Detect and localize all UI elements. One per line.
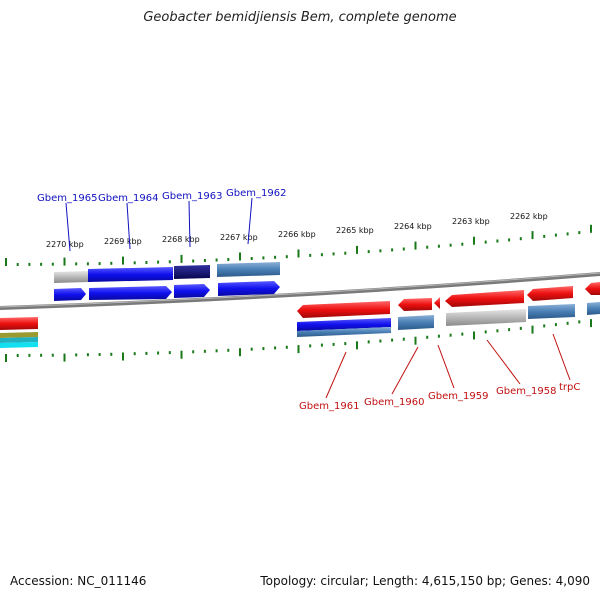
gene-feature[interactable] xyxy=(297,318,391,331)
ruler-label: 2263 kbp xyxy=(452,217,490,226)
gene-arrow[interactable] xyxy=(174,284,210,298)
ruler-label: 2262 kbp xyxy=(510,212,548,221)
gene-feature[interactable] xyxy=(0,342,38,348)
top-leader-lines xyxy=(65,197,253,252)
genome-summary: Topology: circular; Length: 4,615,150 bp… xyxy=(260,574,590,588)
gene-label[interactable]: Gbem_1959 xyxy=(428,391,488,402)
ruler-labels: 2270 kbp 2269 kbp 2268 kbp 2267 kbp 2266… xyxy=(46,212,548,249)
outer-tick-ruler xyxy=(5,224,592,266)
gene-arrow[interactable] xyxy=(54,288,86,301)
gene-arrow[interactable] xyxy=(445,290,524,307)
gene-feature[interactable] xyxy=(398,315,434,330)
gene-arrow[interactable] xyxy=(218,281,280,296)
map-title: Geobacter bemidjiensis Bem, complete gen… xyxy=(143,10,457,25)
top-gene-labels: Gbem_1965 Gbem_1964 Gbem_1963 Gbem_1962 xyxy=(37,188,286,204)
reverse-outer-row xyxy=(0,282,600,330)
gene-arrow[interactable] xyxy=(527,286,573,301)
genome-backbone xyxy=(0,272,600,310)
bottom-leader-lines xyxy=(325,333,571,399)
ruler-label: 2267 kbp xyxy=(220,233,258,242)
forward-inner-row xyxy=(54,281,280,301)
gene-feature[interactable] xyxy=(587,302,600,315)
ruler-label: 2269 kbp xyxy=(104,237,142,246)
gene-feature[interactable] xyxy=(446,309,526,326)
gene-feature[interactable] xyxy=(0,337,38,343)
gene-label[interactable]: Gbem_1963 xyxy=(162,191,222,202)
gene-feature[interactable] xyxy=(528,304,575,319)
gene-feature[interactable] xyxy=(297,327,391,337)
gene-arrow[interactable] xyxy=(585,282,600,295)
ruler-label: 2265 kbp xyxy=(336,226,374,235)
gene-label[interactable]: Gbem_1958 xyxy=(496,386,556,397)
ruler-label: 2270 kbp xyxy=(46,240,84,249)
gene-label[interactable]: Gbem_1965 xyxy=(37,193,97,204)
gene-label[interactable]: trpC xyxy=(559,382,580,393)
inner-tick-ruler xyxy=(5,319,592,362)
accession-label: Accession: NC_011146 xyxy=(10,574,147,588)
ruler-label: 2264 kbp xyxy=(394,222,432,231)
gene-feature[interactable] xyxy=(88,267,173,282)
gene-feature[interactable] xyxy=(174,265,210,279)
gene-feature[interactable] xyxy=(0,332,38,338)
gene-feature[interactable] xyxy=(217,262,280,277)
gene-label[interactable]: Gbem_1962 xyxy=(226,188,286,199)
ruler-label: 2268 kbp xyxy=(162,235,200,244)
gene-feature[interactable] xyxy=(54,271,88,283)
gene-label[interactable]: Gbem_1964 xyxy=(98,193,158,204)
reverse-inner-row xyxy=(0,302,600,348)
gene-label[interactable]: Gbem_1960 xyxy=(364,397,424,408)
bottom-gene-labels: Gbem_1961 Gbem_1960 Gbem_1959 Gbem_1958 … xyxy=(299,382,580,412)
gene-arrow[interactable] xyxy=(434,297,440,309)
forward-outer-row xyxy=(54,262,280,283)
gene-arrow[interactable] xyxy=(89,286,172,300)
gene-arrow[interactable] xyxy=(398,298,432,311)
genome-backbone-highlight xyxy=(0,272,600,308)
gene-arrow[interactable] xyxy=(297,301,390,318)
gene-arrow[interactable] xyxy=(0,317,38,330)
gene-label[interactable]: Gbem_1961 xyxy=(299,401,359,412)
ruler-label: 2266 kbp xyxy=(278,230,316,239)
